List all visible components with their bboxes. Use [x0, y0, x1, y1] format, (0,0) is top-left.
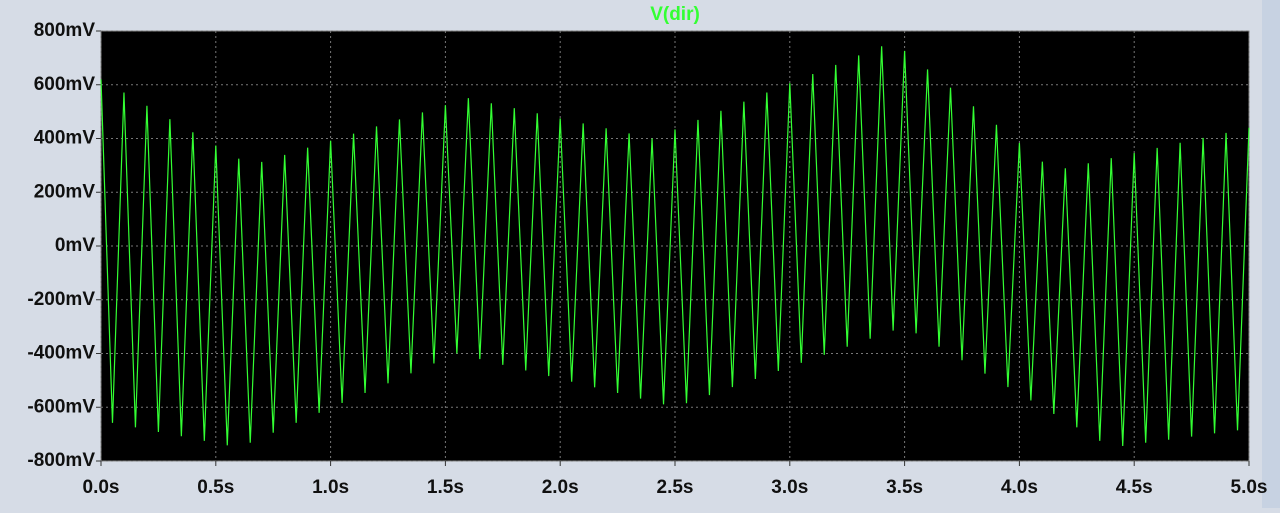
x-tick-label: 1.5s: [427, 477, 464, 498]
x-tick-label: 5.0s: [1231, 477, 1268, 498]
chart-title: V(dir): [650, 4, 700, 25]
x-tick-label: 2.5s: [657, 477, 694, 498]
y-tick-label: 200mV: [34, 181, 96, 202]
y-tick-label: 0mV: [55, 235, 95, 256]
y-tick-label: 400mV: [34, 128, 96, 149]
y-tick-label: 800mV: [34, 20, 96, 41]
x-tick-label: 1.0s: [312, 477, 349, 498]
x-tick-label: 2.0s: [542, 477, 579, 498]
x-tick-label: 3.0s: [771, 477, 808, 498]
y-tick-label: -800mV: [27, 450, 95, 471]
y-tick-label: -200mV: [27, 289, 95, 310]
y-tick-label: 600mV: [34, 74, 96, 95]
x-tick-label: 3.5s: [886, 477, 923, 498]
side-strip: [1262, 0, 1280, 508]
x-tick-label: 0.5s: [197, 477, 234, 498]
series-line: [100, 46, 1250, 446]
x-tick-label: 0.0s: [83, 477, 120, 498]
x-tick-label: 4.5s: [1116, 477, 1153, 498]
y-tick-label: -600mV: [27, 396, 95, 417]
y-tick-label: -400mV: [27, 343, 95, 364]
x-tick-label: 4.0s: [1001, 477, 1038, 498]
